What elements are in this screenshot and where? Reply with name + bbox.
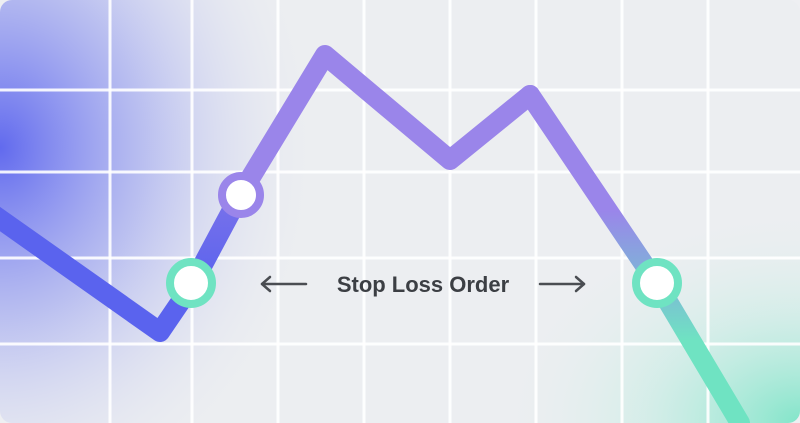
stop-marker-left-teal: [166, 258, 216, 308]
stop-marker-right-teal: [632, 258, 682, 308]
price-line-purple-peaks: [230, 45, 540, 205]
teal-glow: [460, 180, 800, 423]
right-arrow-icon: [538, 275, 586, 293]
entry-marker-purple: [218, 172, 264, 218]
stop-loss-label: Stop Loss Order: [337, 272, 510, 297]
left-arrow-icon: [260, 275, 308, 293]
blue-glow: [0, 0, 360, 423]
